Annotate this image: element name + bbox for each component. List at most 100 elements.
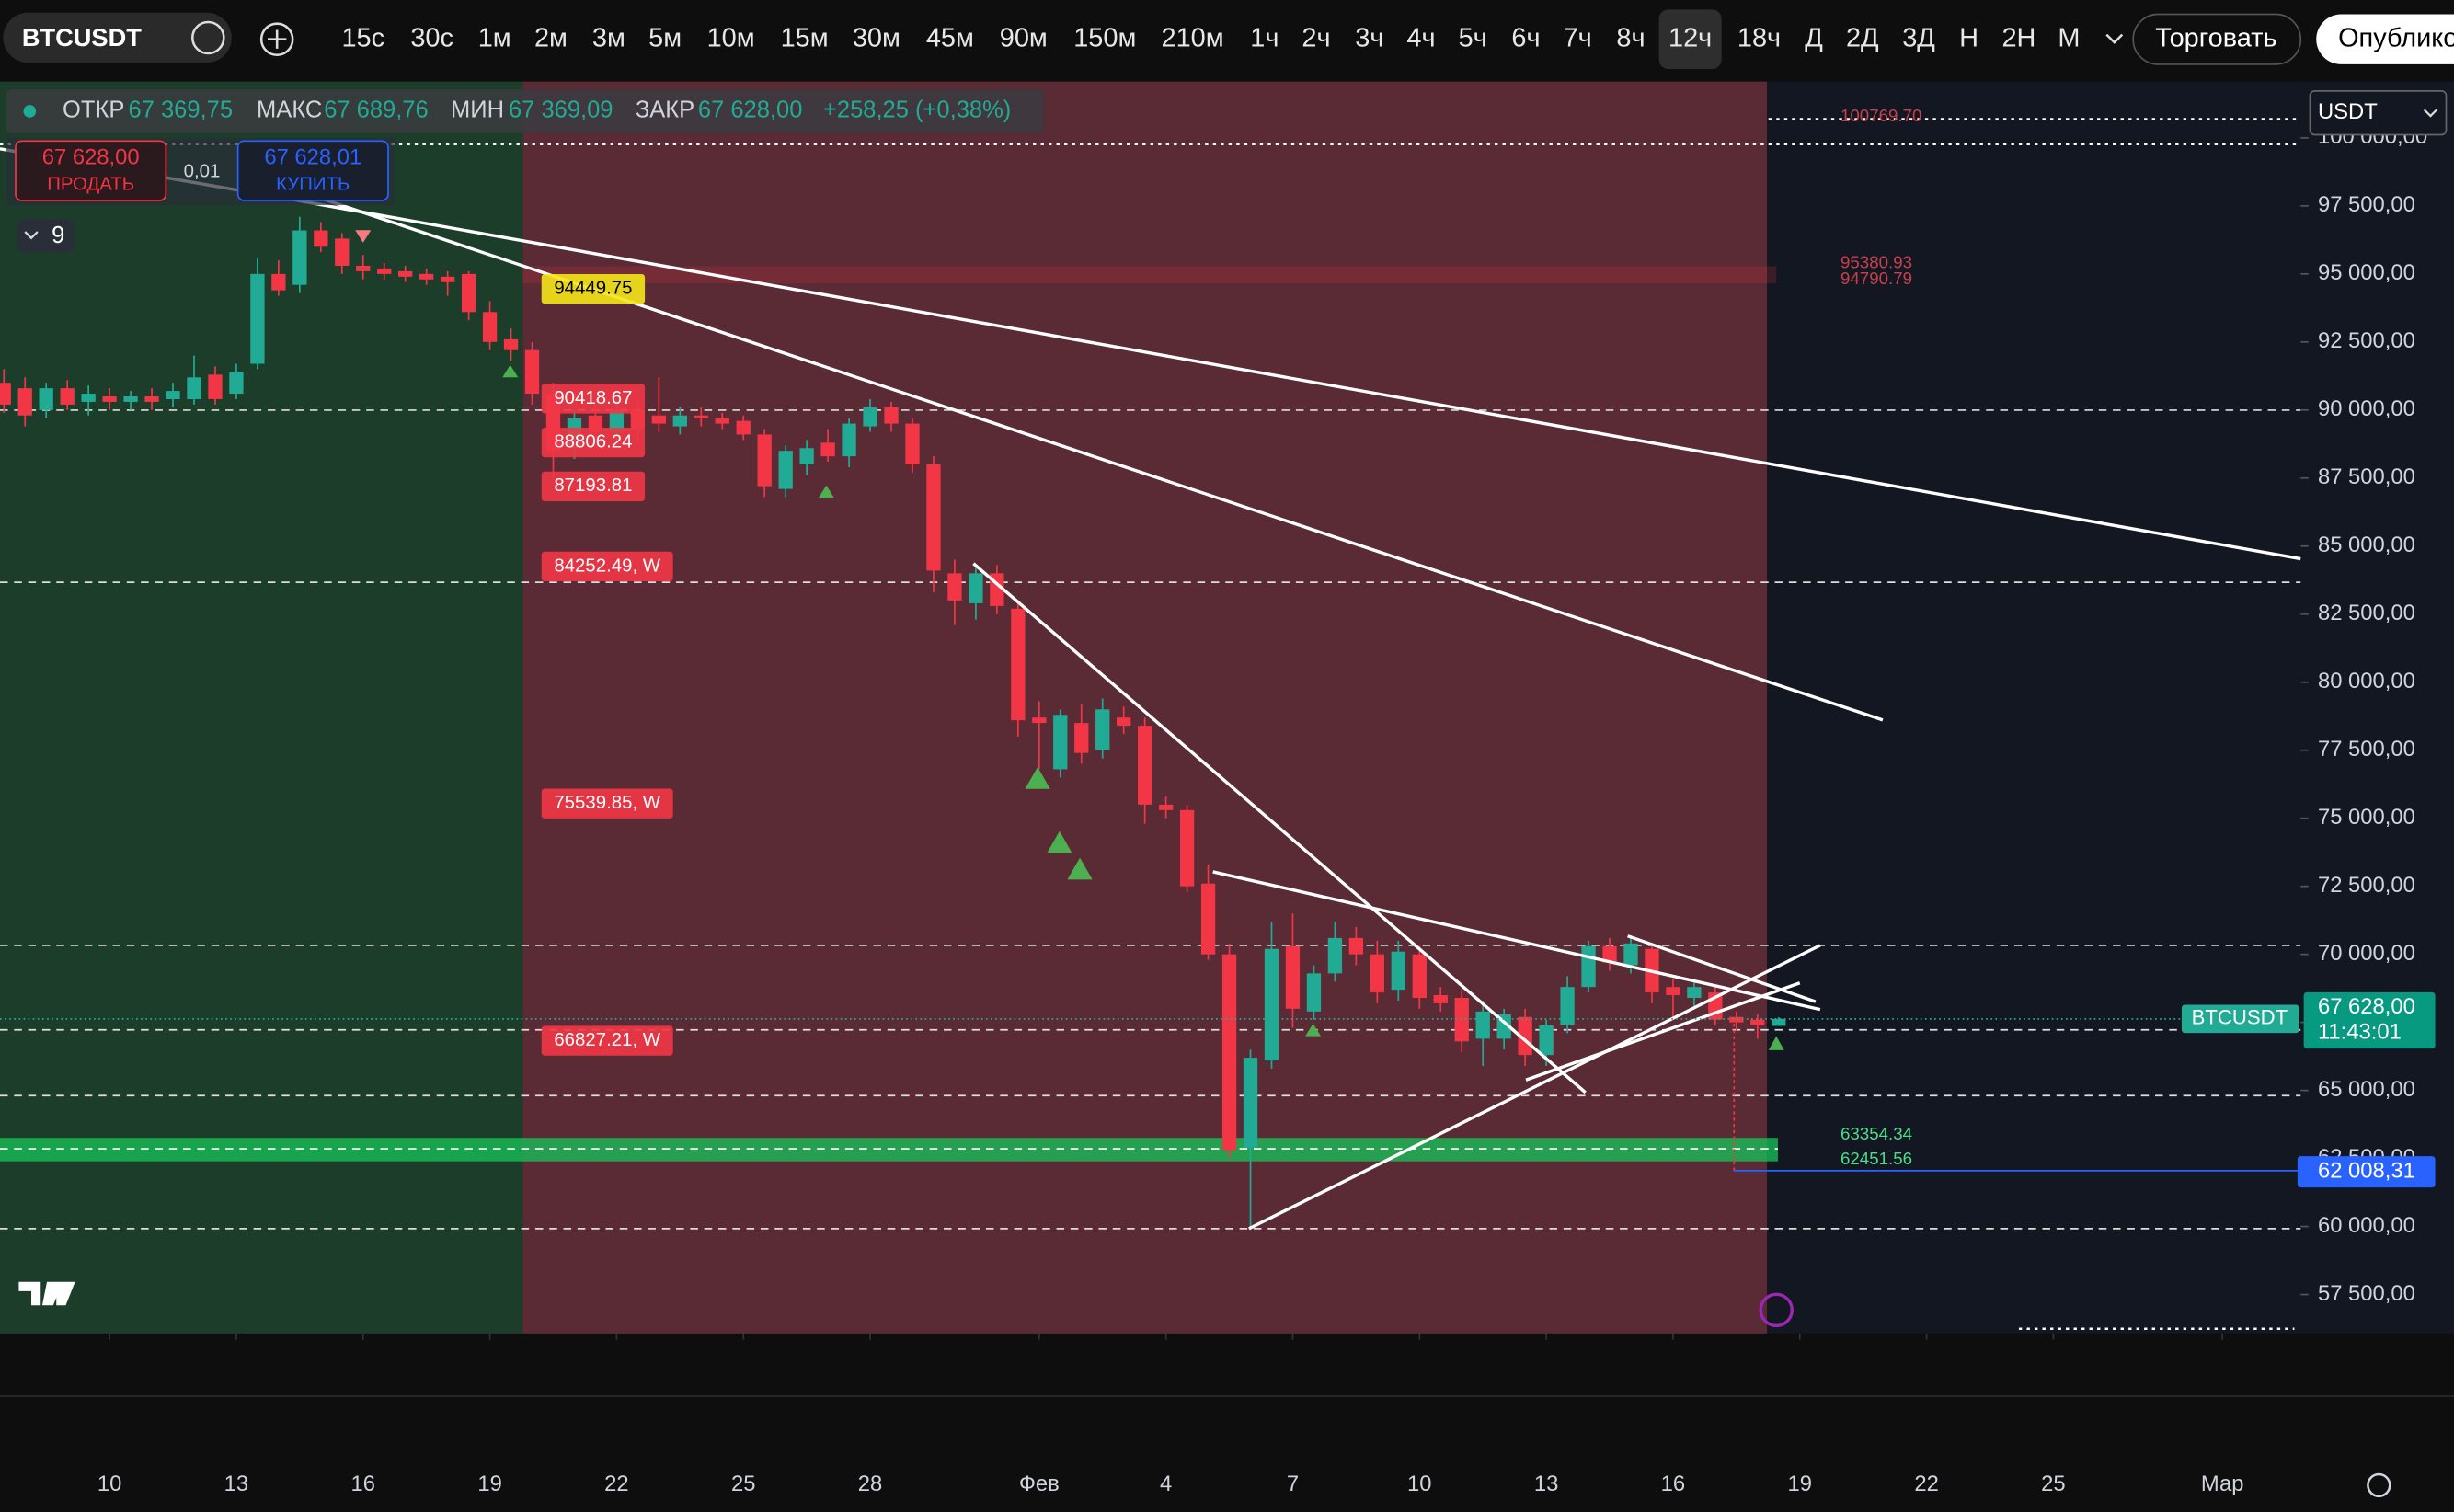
candle-body [1602,945,1617,963]
x-tick-label: 19 [477,1472,502,1496]
publish-label: Опубликовать [2338,23,2454,52]
candle-body [842,423,856,457]
signal [1025,766,1050,789]
trend-line [1248,944,1821,1231]
timeframe[interactable]: 3ч [1355,23,1383,52]
trend-line [1627,934,1817,1003]
timeframe[interactable]: 5м [648,23,682,52]
last-price-tag [2303,991,2436,1049]
candle-body [1032,717,1047,724]
buy-button[interactable] [236,140,389,201]
annotation-label: 75539.85, W [554,793,660,813]
timeframe[interactable]: 90м [1000,23,1048,52]
annotation-box [541,427,646,458]
x-tick-label: 22 [604,1472,629,1496]
timeframe[interactable]: 3Д [1902,23,1935,52]
signal [502,364,519,378]
candle-body [926,464,941,571]
spread: 0,01 [184,162,221,182]
timeframe[interactable]: 1ч [1250,23,1279,52]
candle-body [630,409,646,430]
timeframe[interactable]: 4ч [1406,23,1435,52]
candle-body [524,349,540,395]
timeframe[interactable]: 7ч [1564,23,1592,52]
symbol: BTCUSDT [22,23,142,52]
candle-body [1581,945,1596,988]
y-tick-label: 72 500,00 [2318,873,2415,898]
timeframe[interactable]: 2м [534,23,568,52]
timeframe[interactable]: 15с [341,23,384,52]
symbol-tag [2181,1004,2299,1034]
candle-body [1179,809,1195,887]
candle-body [1433,995,1448,1003]
timeframe[interactable]: 210м [1162,23,1224,52]
timeframe[interactable]: 6ч [1511,23,1540,52]
candle-body [1412,954,1427,998]
y-tick-label: 95 000,00 [2318,260,2415,285]
trade-button[interactable] [2132,13,2302,65]
candle-body [81,394,96,402]
alert-price-tag [2297,1156,2436,1188]
timeframe[interactable]: 8ч [1616,23,1645,52]
indicators-toggle[interactable] [17,219,74,253]
y-tick-label: 85 000,00 [2318,533,2415,557]
legend-change: +258,25 (+0,38%) [823,97,1011,123]
candle-body [884,407,899,424]
candle-body [1095,709,1110,750]
timeframe[interactable]: 30с [410,23,453,52]
candle-body [757,434,772,487]
zone-label: 100769.70 [1840,106,1921,125]
currency-select[interactable] [2309,89,2448,136]
timeframe[interactable]: 12ч [1668,23,1712,52]
timeframe[interactable]: 18ч [1737,23,1781,52]
candle-body [651,415,667,424]
currency-chevron [2423,109,2438,118]
timeframe[interactable]: 10м [707,23,755,52]
timeframe[interactable]: 45м [926,23,974,52]
add-symbol[interactable] [259,22,294,56]
candle-body [1348,937,1364,955]
timeframe[interactable]: 3м [592,23,625,52]
candle-body [1539,1025,1554,1056]
timeframe[interactable]: Д [1805,23,1823,52]
x-tick-label: 7 [1287,1472,1299,1496]
y-tick-label: 65 000,00 [2318,1077,2415,1102]
lightning-icon[interactable] [1759,1292,1794,1328]
candle-body [1138,726,1152,805]
timeframe[interactable]: 30м [853,23,900,52]
annotation-box [541,471,646,502]
candle-body [1370,954,1385,993]
annotation-box [541,788,673,819]
sell-button[interactable] [15,140,167,201]
timeframe[interactable]: М [2058,23,2080,52]
timeframe[interactable]: 2Н [2001,23,2035,52]
settings-icon[interactable] [2367,1472,2391,1498]
symbol-icon [191,20,225,55]
annotation-box [541,273,646,304]
signal [1305,1023,1322,1037]
timeframe[interactable]: 15м [781,23,829,52]
candle-body [863,407,877,427]
logo [18,1281,75,1306]
timeframe[interactable]: 5ч [1459,23,1487,52]
annotation-box [541,551,673,582]
timeframe[interactable]: 2ч [1302,23,1330,52]
x-tick-label: Мар [2201,1472,2244,1496]
timeframe[interactable]: Н [1959,23,1978,52]
annotation-label: 88806.24 [554,432,632,452]
candle-body [947,573,962,601]
legend-high-label: МАКС [257,97,322,123]
x-tick-label: 16 [351,1472,376,1496]
candle-body [820,442,835,457]
timeframe[interactable]: 2Д [1846,23,1879,52]
timeframe[interactable]: 150м [1073,23,1136,52]
trend-line [296,199,2301,561]
candle-body [208,374,223,399]
timeframe[interactable]: 1м [478,23,511,52]
countdown: 11:43:01 [2318,1019,2402,1044]
price-axis [2300,81,2454,1334]
y-tick-label: 87 500,00 [2318,464,2415,489]
symbol-box[interactable] [3,12,232,63]
publish-button[interactable] [2316,14,2454,64]
indicators-count: 9 [52,223,64,248]
